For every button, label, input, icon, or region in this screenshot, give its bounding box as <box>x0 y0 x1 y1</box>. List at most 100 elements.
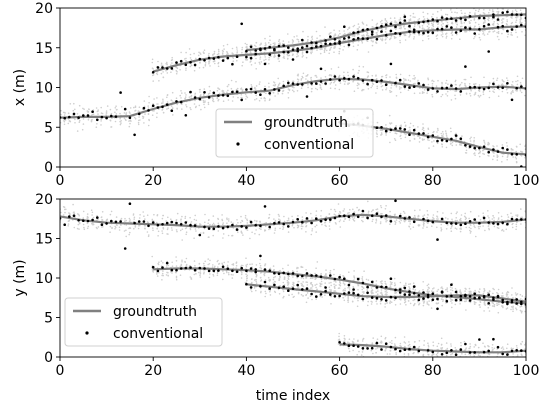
particle-point <box>306 40 309 42</box>
particle-point <box>450 99 453 101</box>
particle-point <box>389 210 391 213</box>
particle-point <box>361 291 364 293</box>
particle-point <box>375 92 377 94</box>
particle-point <box>390 301 393 304</box>
particle-point <box>153 213 155 216</box>
particle-point <box>342 80 345 82</box>
particle-point <box>506 156 509 158</box>
particle-point <box>351 300 354 303</box>
particle-point <box>447 24 449 26</box>
particle-point <box>305 56 308 59</box>
particle-point <box>166 108 168 110</box>
particle-point <box>353 296 356 299</box>
particle-point <box>384 39 387 41</box>
particle-point <box>325 288 328 291</box>
conventional-point <box>450 17 453 20</box>
conventional-point <box>212 57 216 60</box>
particle-point <box>258 233 261 236</box>
particle-point <box>171 107 174 109</box>
particle-point <box>312 45 314 47</box>
particle-point <box>496 79 498 81</box>
particle-point <box>468 226 471 229</box>
particle-point <box>445 79 448 82</box>
particle-point <box>109 225 112 228</box>
particle-point <box>189 264 191 267</box>
particle-point <box>310 277 312 279</box>
particle-point <box>486 33 489 35</box>
conventional-point <box>431 87 435 90</box>
particle-point <box>209 223 211 226</box>
particle-point <box>321 223 323 226</box>
particle-point <box>329 290 332 293</box>
particle-point <box>449 286 452 288</box>
particle-point <box>402 81 405 83</box>
particle-point <box>470 291 472 293</box>
particle-point <box>519 9 522 11</box>
particle-point <box>339 212 342 214</box>
particle-point <box>506 77 508 79</box>
particle-point <box>63 119 65 122</box>
particle-point <box>305 294 307 297</box>
particle-point <box>250 289 252 291</box>
particle-point <box>300 79 303 81</box>
particle-point <box>371 19 374 21</box>
particle-point <box>245 264 247 267</box>
x-tick-label: 100 <box>513 173 540 189</box>
particle-point <box>235 262 238 264</box>
particle-point <box>204 65 207 67</box>
particle-point <box>255 68 257 70</box>
particle-point <box>97 226 100 228</box>
particle-point <box>352 218 355 220</box>
particle-point <box>269 294 272 296</box>
particle-point <box>469 224 472 226</box>
particle-point <box>259 56 262 58</box>
particle-point <box>483 9 485 11</box>
particle-point <box>306 292 309 294</box>
particle-point <box>362 23 365 25</box>
particle-point <box>501 161 503 163</box>
particle-point <box>167 271 169 274</box>
particle-point <box>517 304 519 307</box>
particle-point <box>357 44 359 46</box>
particle-point <box>348 271 350 274</box>
particle-point <box>358 83 360 85</box>
particle-point <box>447 224 449 226</box>
particle-point <box>491 218 494 220</box>
particle-point <box>267 217 270 219</box>
particle-point <box>147 105 149 107</box>
particle-point <box>333 29 335 32</box>
particle-point <box>413 214 416 217</box>
particle-point <box>441 304 444 307</box>
particle-point <box>78 104 81 107</box>
conventional-point <box>319 44 323 48</box>
particle-point <box>405 282 407 285</box>
particle-point <box>427 27 430 30</box>
particle-point <box>469 232 472 234</box>
particle-point <box>423 89 426 91</box>
particle-point <box>288 41 290 43</box>
particle-point <box>253 287 256 289</box>
particle-point <box>179 274 182 277</box>
particle-point <box>102 226 104 228</box>
particle-point <box>492 292 494 295</box>
particle-point <box>451 218 453 221</box>
particle-point <box>381 293 384 296</box>
conventional-point <box>137 112 141 116</box>
particle-point <box>422 139 424 141</box>
particle-point <box>300 227 303 230</box>
particle-point <box>427 288 429 291</box>
conventional-point <box>282 44 286 47</box>
particle-point <box>282 40 285 42</box>
particle-point <box>381 39 383 42</box>
particle-point <box>510 33 512 36</box>
particle-point <box>218 50 220 52</box>
conventional-point <box>91 110 94 113</box>
particle-point <box>469 292 471 294</box>
conventional-point <box>464 26 467 29</box>
particle-point <box>375 78 378 80</box>
particle-point <box>216 96 219 99</box>
particle-point <box>134 105 137 107</box>
particle-point <box>515 31 517 34</box>
particle-point <box>223 272 225 275</box>
conventional-point <box>459 90 463 93</box>
